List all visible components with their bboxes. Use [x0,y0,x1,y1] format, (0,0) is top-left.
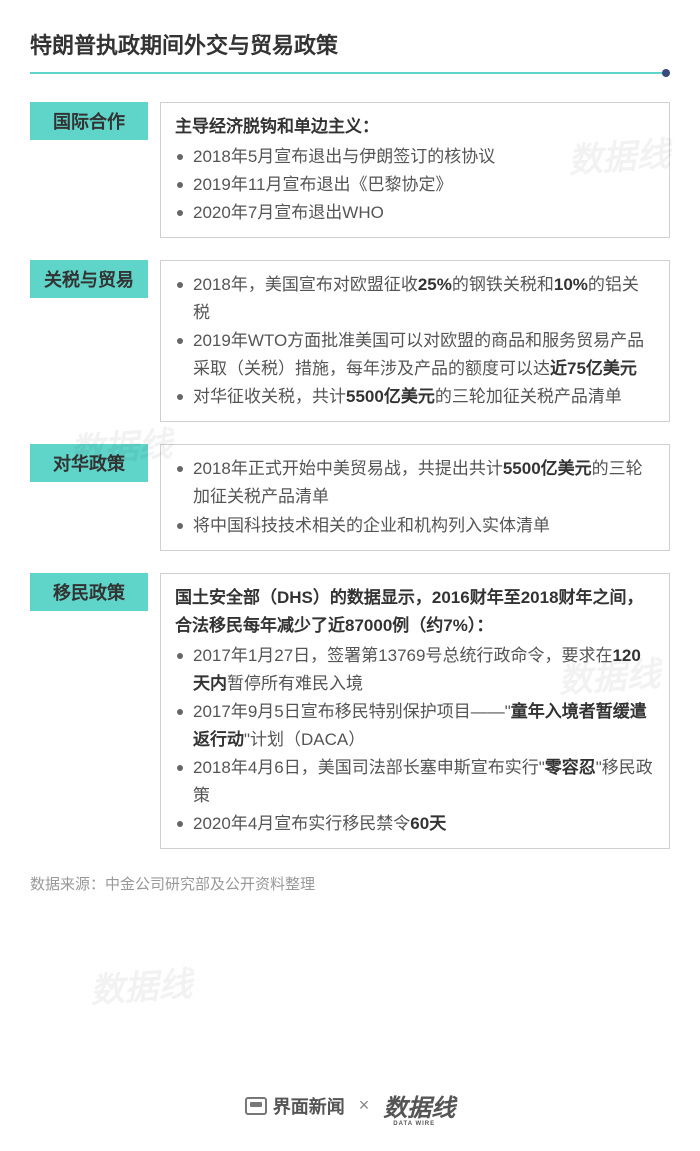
list-item: 对华征收关税，共计5500亿美元的三轮加征关税产品清单 [175,383,655,411]
list-item: 2017年9月5日宣布移民特别保护项目——"童年入境者暂缓遣返行动"计划（DAC… [175,698,655,754]
brand-2-subtext: DATA WIRE [393,1121,435,1127]
list-item: 2018年5月宣布退出与伊朗签订的核协议 [175,143,655,171]
footer-separator: × [359,1095,370,1116]
footer-brand-2: 数据线 DATA WIRE [383,1088,455,1123]
section-subhead: 主导经济脱钩和单边主义： [175,113,655,141]
list-item: 2020年7月宣布退出WHO [175,199,655,227]
bullet-list: 2018年，美国宣布对欧盟征收25%的钢铁关税和10%的铝关税2019年WTO方… [175,271,655,411]
section-subhead: 国土安全部（DHS）的数据显示，2016财年至2018财年之间，合法移民每年减少… [175,584,655,640]
list-item: 2019年WTO方面批准美国可以对欧盟的商品和服务贸易产品采取（关税）措施，每年… [175,327,655,383]
section-content: 2018年正式开始中美贸易战，共提出共计5500亿美元的三轮加征关税产品清单将中… [160,444,670,550]
list-item: 将中国科技技术相关的企业和机构列入实体清单 [175,512,655,540]
section-content: 主导经济脱钩和单边主义：2018年5月宣布退出与伊朗签订的核协议2019年11月… [160,102,670,238]
list-item: 2018年4月6日，美国司法部长塞申斯宣布实行"零容忍"移民政策 [175,754,655,810]
section-tag: 关税与贸易 [30,260,148,298]
section-tag: 国际合作 [30,102,148,140]
page-title: 特朗普执政期间外交与贸易政策 [30,28,670,60]
brand-1-text: 界面新闻 [273,1093,345,1119]
section: 对华政策 2018年正式开始中美贸易战，共提出共计5500亿美元的三轮加征关税产品… [30,444,670,550]
title-divider [30,72,670,74]
list-item: 2019年11月宣布退出《巴黎协定》 [175,171,655,199]
bullet-list: 2017年1月27日，签署第13769号总统行政命令，要求在120天内暂停所有难… [175,642,655,838]
section-content: 国土安全部（DHS）的数据显示，2016财年至2018财年之间，合法移民每年减少… [160,573,670,849]
section-content: 2018年，美国宣布对欧盟征收25%的钢铁关税和10%的铝关税2019年WTO方… [160,260,670,422]
data-source: 数据来源：中金公司研究部及公开资料整理 [30,873,670,894]
section-tag: 移民政策 [30,573,148,611]
list-item: 2018年，美国宣布对欧盟征收25%的钢铁关税和10%的铝关税 [175,271,655,327]
list-item: 2020年4月宣布实行移民禁令60天 [175,810,655,838]
bullet-list: 2018年5月宣布退出与伊朗签订的核协议2019年11月宣布退出《巴黎协定》20… [175,143,655,227]
bullet-list: 2018年正式开始中美贸易战，共提出共计5500亿美元的三轮加征关税产品清单将中… [175,455,655,539]
section: 国际合作主导经济脱钩和单边主义：2018年5月宣布退出与伊朗签订的核协议2019… [30,102,670,238]
brand-1-icon [245,1097,267,1115]
section: 移民政策国土安全部（DHS）的数据显示，2016财年至2018财年之间，合法移民… [30,573,670,849]
list-item: 2017年1月27日，签署第13769号总统行政命令，要求在120天内暂停所有难… [175,642,655,698]
footer: 界面新闻 × 数据线 DATA WIRE [0,1088,700,1123]
brand-2-text: 数据线 [383,1096,455,1122]
footer-brand-1: 界面新闻 [245,1093,345,1119]
list-item: 2018年正式开始中美贸易战，共提出共计5500亿美元的三轮加征关税产品清单 [175,455,655,511]
section-tag: 对华政策 [30,444,148,482]
section: 关税与贸易 2018年，美国宣布对欧盟征收25%的钢铁关税和10%的铝关税2019… [30,260,670,422]
